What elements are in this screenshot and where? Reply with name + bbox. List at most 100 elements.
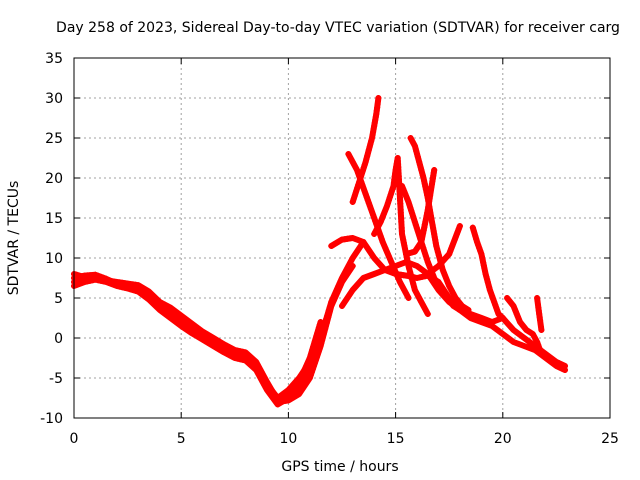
- data-point-marker: [352, 236, 359, 242]
- x-axis-label: GPS time / hours: [281, 459, 398, 475]
- data-point-marker: [452, 234, 459, 241]
- y-tick-label: 0: [54, 331, 63, 347]
- data-point-marker: [407, 272, 414, 278]
- y-tick-label: -5: [49, 371, 63, 387]
- x-tick-label: 25: [601, 431, 619, 447]
- data-point-marker: [489, 293, 496, 299]
- data-point-marker: [404, 196, 411, 203]
- data-point-marker: [412, 221, 419, 228]
- data-point-marker: [411, 216, 417, 223]
- data-point-marker: [79, 276, 85, 283]
- data-point-marker: [368, 138, 375, 144]
- data-point-marker: [473, 313, 479, 319]
- data-point-marker: [536, 345, 543, 351]
- data-point-marker: [414, 227, 421, 234]
- data-point-marker: [360, 164, 367, 171]
- data-point-marker: [473, 236, 480, 243]
- data-point-marker: [394, 273, 401, 280]
- data-point-marker: [316, 321, 323, 328]
- data-series: [71, 95, 568, 408]
- data-point-marker: [486, 287, 493, 293]
- data-point-marker: [484, 279, 491, 285]
- data-point-marker: [409, 210, 416, 217]
- data-point-marker: [538, 351, 545, 357]
- data-point-marker: [381, 267, 388, 273]
- data-point-marker: [402, 191, 409, 197]
- data-point-marker: [315, 324, 322, 331]
- data-point-marker: [362, 191, 369, 197]
- data-point-marker: [308, 349, 315, 356]
- data-point-marker: [493, 305, 500, 311]
- data-point-marker: [489, 319, 496, 325]
- data-point-marker: [364, 153, 371, 159]
- data-point-marker: [103, 278, 110, 285]
- data-point-marker: [365, 147, 372, 153]
- data-point-marker: [315, 327, 322, 334]
- data-point-marker: [537, 348, 544, 354]
- data-point-marker: [562, 363, 568, 369]
- data-point-marker: [455, 225, 462, 232]
- data-point-marker: [456, 223, 463, 229]
- data-point-marker: [354, 184, 361, 191]
- data-point-marker: [337, 277, 344, 284]
- data-point-marker: [420, 244, 427, 251]
- data-point-marker: [310, 343, 317, 350]
- data-point-marker: [366, 203, 373, 209]
- data-point-marker: [379, 239, 386, 245]
- data-point-marker: [387, 191, 394, 198]
- data-point-marker: [359, 167, 366, 174]
- data-point-marker: [510, 339, 517, 345]
- data-point-marker: [476, 245, 483, 251]
- data-point-marker: [365, 200, 372, 206]
- data-point-marker: [367, 141, 374, 147]
- data-point-marker: [370, 212, 377, 218]
- data-point-marker: [450, 239, 457, 246]
- data-point-marker: [422, 250, 428, 257]
- data-point-marker: [334, 285, 341, 292]
- data-point-marker: [326, 304, 333, 311]
- data-point-marker: [419, 172, 426, 179]
- data-point-marker: [364, 197, 371, 203]
- data-point-marker: [379, 268, 386, 274]
- data-point-marker: [475, 242, 482, 248]
- data-point-marker: [451, 237, 458, 243]
- data-point-marker: [410, 281, 417, 287]
- data-point-marker: [523, 344, 530, 350]
- y-tick-label: -10: [40, 411, 63, 427]
- y-tick-label: 15: [45, 211, 63, 227]
- data-point-marker: [422, 253, 429, 260]
- data-point-marker: [436, 255, 443, 261]
- data-point-marker: [413, 224, 420, 231]
- y-tick-label: 20: [45, 171, 63, 187]
- data-point-marker: [331, 291, 338, 297]
- data-point-marker: [313, 332, 320, 339]
- data-point-marker: [355, 237, 362, 243]
- data-point-marker: [97, 276, 104, 283]
- data-point-marker: [356, 179, 363, 185]
- data-point-marker: [363, 156, 370, 162]
- data-point-marker: [350, 196, 357, 203]
- x-tick-label: 0: [70, 431, 79, 447]
- data-point-marker: [443, 275, 449, 281]
- data-point-marker: [383, 247, 390, 254]
- data-point-marker: [470, 312, 477, 318]
- data-point-marker: [191, 328, 198, 334]
- data-point-marker: [475, 314, 482, 320]
- data-point-marker: [369, 209, 375, 215]
- data-point-marker: [401, 188, 408, 195]
- data-point-marker: [317, 319, 324, 325]
- data-point-marker: [384, 203, 390, 209]
- data-point-marker: [424, 259, 431, 265]
- data-point-marker: [363, 274, 370, 280]
- data-point-marker: [325, 307, 332, 314]
- data-point-marker: [378, 236, 385, 242]
- data-point-marker: [368, 272, 375, 278]
- data-point-marker: [330, 293, 337, 300]
- data-point-marker: [484, 276, 491, 283]
- data-point-marker: [494, 317, 501, 323]
- data-point-marker: [312, 335, 319, 342]
- series-track-11: [407, 135, 472, 313]
- data-point-marker: [499, 315, 506, 321]
- data-point-marker: [439, 267, 446, 273]
